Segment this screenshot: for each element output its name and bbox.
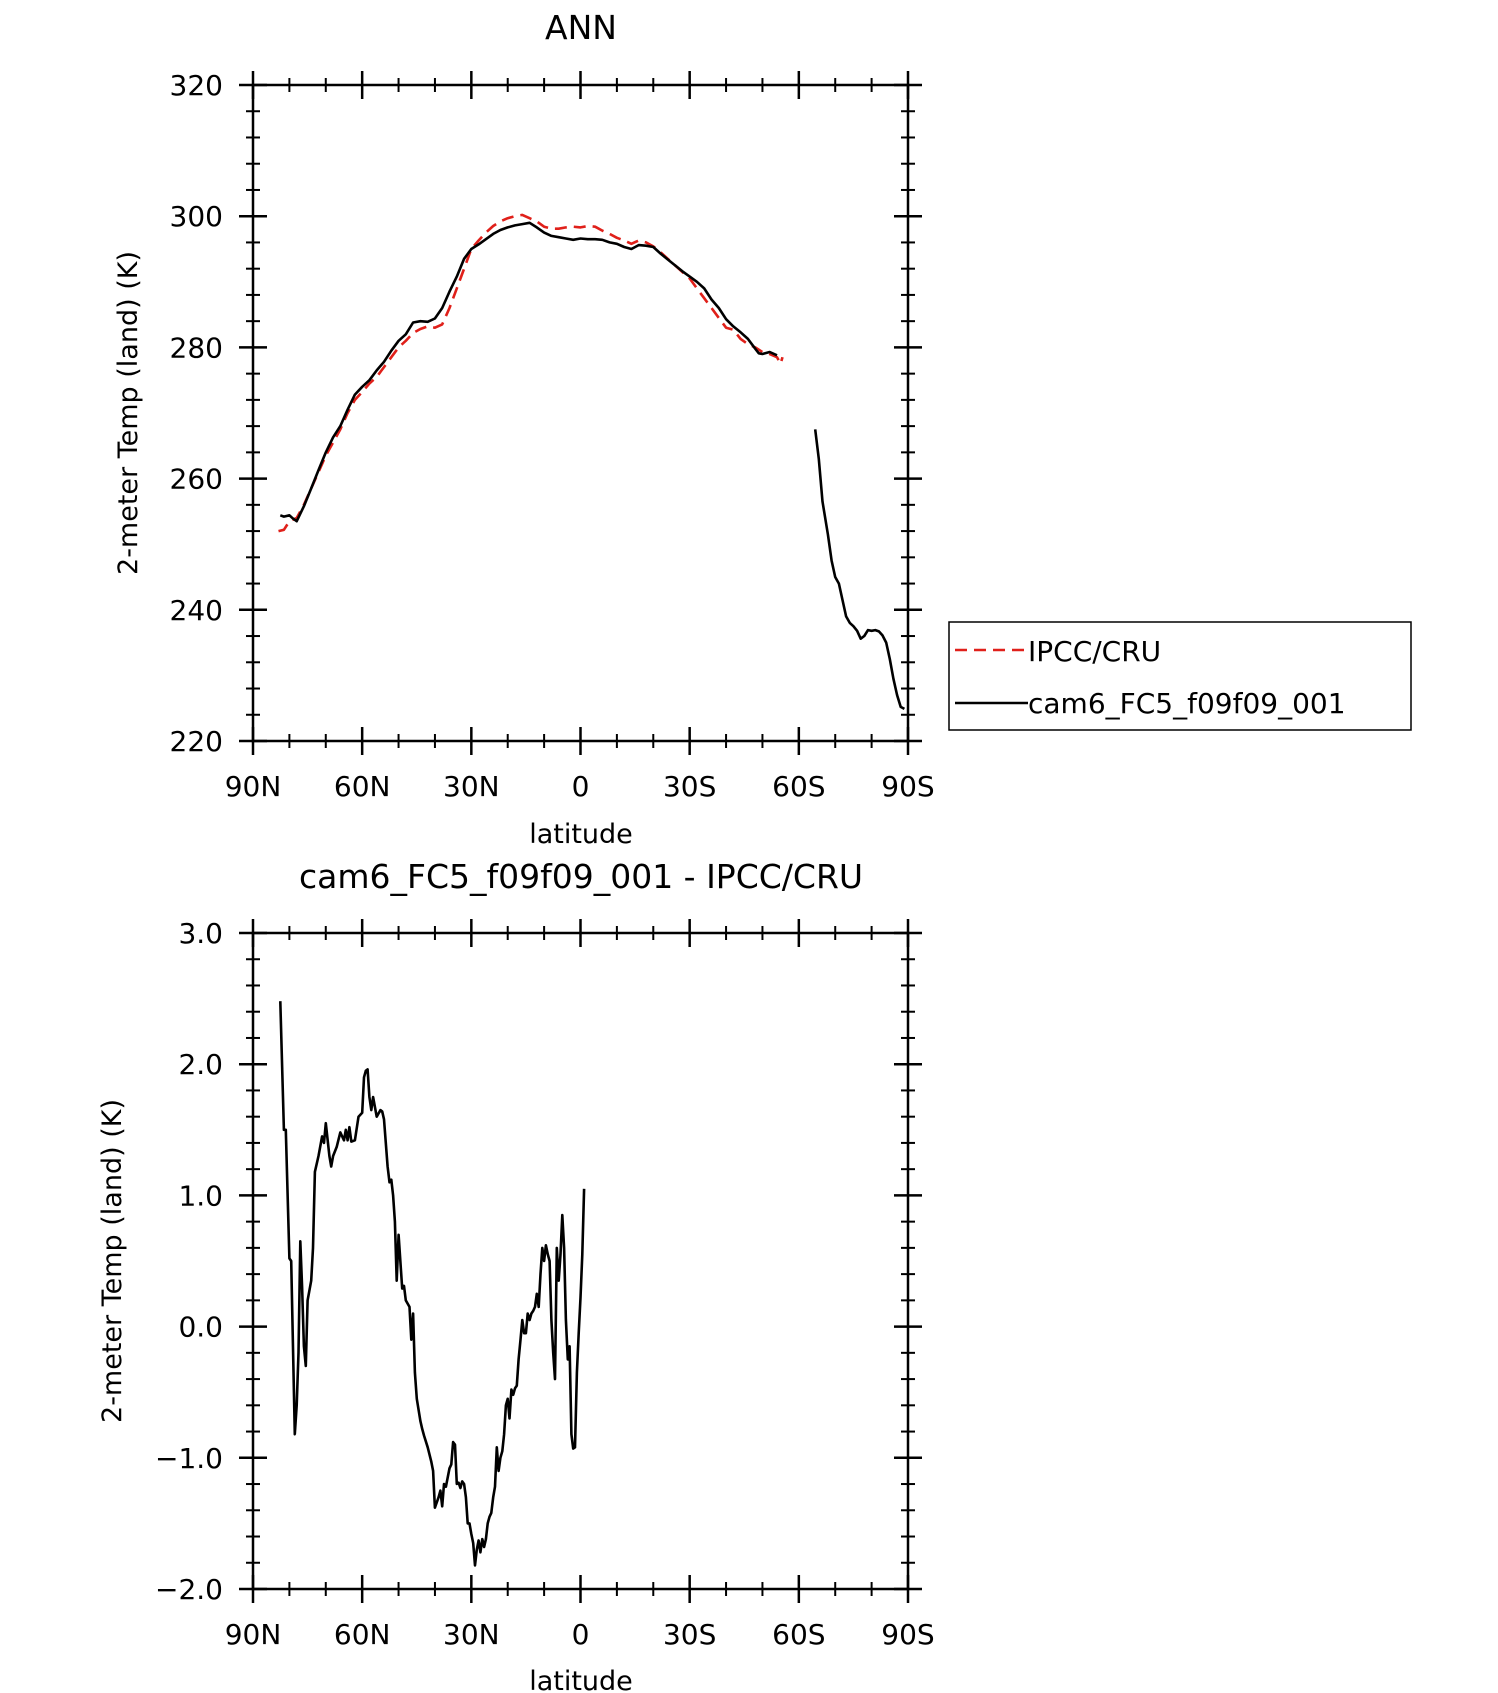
top-chart-ticks <box>239 71 922 755</box>
legend-label-cam6: cam6_FC5_f09f09_001 <box>1028 687 1346 720</box>
top-chart-x-tick-label: 90S <box>881 770 934 803</box>
top-chart-x-tick-labels: 90N 60N 30N 0 30S 60S 90S <box>225 770 935 803</box>
bottom-chart-x-tick-label: 90S <box>881 1618 934 1651</box>
top-chart-series-ipcc-cru-line <box>278 213 784 533</box>
bottom-chart-y-tick-label: 1.0 <box>178 1179 223 1212</box>
bottom-chart-y-tick-label: 3.0 <box>178 917 223 950</box>
top-chart-x-tick-label: 90N <box>225 770 282 803</box>
bottom-chart-x-tick-label: 30S <box>663 1618 716 1651</box>
top-chart-y-tick-label: 260 <box>170 463 223 496</box>
bottom-chart-y-tick-labels: −2.0 −1.0 0.0 1.0 2.0 3.0 <box>155 917 223 1606</box>
bottom-chart-x-tick-label: 90N <box>225 1618 282 1651</box>
bottom-chart-y-tick-label: −1.0 <box>155 1442 223 1475</box>
top-chart-series-layer <box>278 213 906 711</box>
bottom-chart-ticks <box>239 919 922 1603</box>
top-chart-y-axis-label: 2-meter Temp (land) (K) <box>113 251 144 575</box>
top-chart-x-tick-label: 30S <box>663 770 716 803</box>
top-chart-x-tick-label: 60S <box>772 770 825 803</box>
top-chart-y-tick-label: 240 <box>170 594 223 627</box>
legend-label-ipcc-cru: IPCC/CRU <box>1028 635 1161 668</box>
top-chart-frame <box>251 83 910 743</box>
bottom-chart-series-difference-line <box>279 1001 586 1567</box>
top-chart-title: ANN <box>545 8 617 47</box>
bottom-chart-x-tick-label: 60S <box>772 1618 825 1651</box>
top-chart-y-tick-label: 320 <box>170 69 223 102</box>
bottom-chart-title: cam6_FC5_f09f09_001 - IPCC/CRU <box>299 857 863 896</box>
bottom-chart-x-tick-labels: 90N 60N 30N 0 30S 60S 90S <box>225 1618 935 1651</box>
top-chart-x-axis-label: latitude <box>529 819 633 850</box>
bottom-chart-y-tick-label: 2.0 <box>178 1048 223 1081</box>
bottom-chart-y-tick-label: 0.0 <box>178 1311 223 1344</box>
bottom-chart-x-tick-label: 30N <box>443 1618 500 1651</box>
legend: IPCC/CRU cam6_FC5_f09f09_001 <box>948 621 1412 731</box>
legend-box <box>948 621 1412 731</box>
bottom-chart-y-tick-label: −2.0 <box>155 1573 223 1606</box>
top-chart-series-cam6-fc5-f09f09-001-line <box>279 221 778 523</box>
bottom-chart-x-axis-label: latitude <box>529 1666 633 1693</box>
bottom-chart-x-tick-label: 60N <box>334 1618 391 1651</box>
top-chart-series-cam6-fc5-f09f09-001-line <box>813 429 906 711</box>
bottom-chart-series-layer <box>279 1001 586 1567</box>
top-chart-x-tick-label: 60N <box>334 770 391 803</box>
top-chart-y-tick-label: 220 <box>170 725 223 758</box>
top-chart-y-tick-labels: 220 240 260 280 300 320 <box>170 69 223 758</box>
bottom-chart-y-axis-label: 2-meter Temp (land) (K) <box>97 1099 128 1423</box>
top-chart-x-tick-label: 30N <box>443 770 500 803</box>
bottom-chart-x-tick-label: 0 <box>572 1618 590 1651</box>
top-chart-x-tick-label: 0 <box>572 770 590 803</box>
bottom-chart-frame <box>251 931 910 1591</box>
top-chart-y-tick-label: 280 <box>170 331 223 364</box>
bottom-chart-panel: cam6_FC5_f09f09_001 - IPCC/CRU −2.0 −1.0 0… <box>97 857 935 1693</box>
top-chart-y-tick-label: 300 <box>170 200 223 233</box>
